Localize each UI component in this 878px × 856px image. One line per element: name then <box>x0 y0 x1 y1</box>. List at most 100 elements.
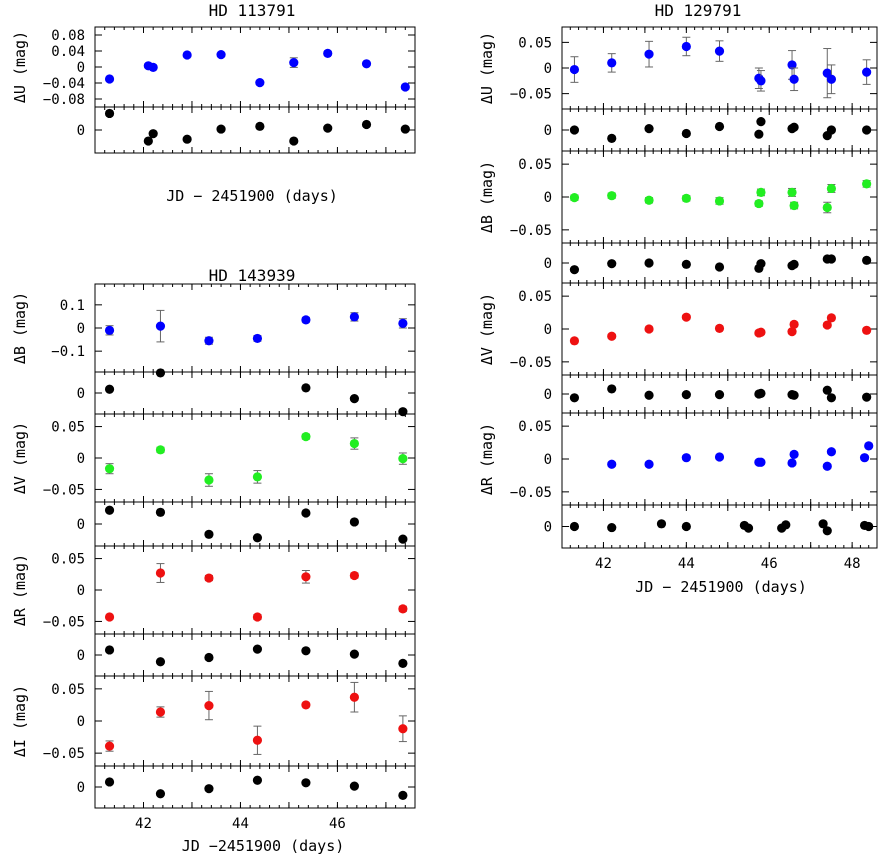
x-axis-label-hd129791: JD − 2451900 (days) <box>635 578 807 596</box>
data-point <box>714 323 725 333</box>
data-point <box>859 453 870 463</box>
data-point <box>756 327 766 337</box>
data-point <box>714 121 725 132</box>
y-axis-label: ΔU (mag) <box>478 32 496 104</box>
y-axis-label: ΔV (mag) <box>11 422 29 494</box>
y-tick-label: 0 <box>77 451 85 467</box>
data-point <box>822 526 832 536</box>
y-tick-label: 0 <box>544 322 552 338</box>
data-point <box>756 457 766 467</box>
data-point <box>349 394 359 404</box>
data-point <box>301 315 311 325</box>
data-point <box>644 124 654 134</box>
data-point <box>681 312 691 322</box>
data-point <box>644 258 654 268</box>
y-tick-label: 0 <box>544 123 552 139</box>
data-point <box>400 124 410 134</box>
x-tick-label: 44 <box>678 556 695 572</box>
data-point <box>607 259 617 269</box>
y-axis-label: ΔR (mag) <box>11 554 29 626</box>
data-point <box>756 388 766 398</box>
data-point <box>301 432 311 442</box>
data-point <box>104 777 115 787</box>
data-point <box>644 324 654 334</box>
data-point <box>252 735 263 745</box>
data-point <box>398 658 408 669</box>
data-point <box>781 520 791 530</box>
data-point <box>644 390 654 400</box>
panel-2-4: 0.05 0 −0.05 ΔR (mag) <box>11 545 416 635</box>
data-point <box>182 134 192 144</box>
y-tick-label: 0.08 <box>51 28 85 44</box>
data-point <box>155 368 166 378</box>
panel-frame <box>561 26 878 110</box>
data-point <box>864 521 874 532</box>
data-point <box>104 741 115 751</box>
y-tick-label: −0.05 <box>43 482 85 498</box>
panel-frame <box>94 371 416 415</box>
data-point <box>743 523 754 533</box>
data-point <box>826 393 837 403</box>
data-point <box>301 508 311 518</box>
data-point <box>155 445 166 455</box>
y-tick-label: 0 <box>544 256 552 272</box>
y-tick-label: 0 <box>77 714 85 730</box>
data-point <box>301 572 311 582</box>
data-point <box>789 200 799 211</box>
data-point <box>155 789 166 799</box>
panel-1-5: 0 <box>544 374 878 414</box>
data-point <box>216 50 226 60</box>
y-tick-label: 0.04 <box>51 44 85 60</box>
data-point <box>787 327 797 337</box>
panel-1-0: 0.05 0 −0.05 ΔU (mag) <box>478 26 878 110</box>
data-point <box>569 193 580 203</box>
x-tick-label: 44 <box>232 816 249 832</box>
data-point <box>104 325 115 335</box>
x-tick-label: 42 <box>595 556 612 572</box>
panel-frame <box>94 633 416 677</box>
data-point <box>398 454 408 464</box>
panel-1-4: 0.05 0 −0.05 ΔV (mag) <box>478 282 878 376</box>
data-point <box>569 336 580 346</box>
x-tick-label: 46 <box>761 556 778 572</box>
y-tick-label: 0.05 <box>51 552 85 568</box>
data-point <box>826 183 837 194</box>
y-tick-label: 0 <box>544 61 552 77</box>
data-point <box>644 195 654 205</box>
y-tick-label: 0.05 <box>518 35 552 51</box>
panel-2-2: 0.05 0 −0.05 ΔV (mag) <box>11 413 416 503</box>
panel-1-3: 0 <box>544 242 878 284</box>
data-point <box>349 692 359 702</box>
data-point <box>252 612 263 622</box>
data-point <box>148 129 158 139</box>
y-tick-label: −0.05 <box>43 746 85 762</box>
data-point <box>349 649 359 659</box>
data-point <box>204 700 214 711</box>
y-axis-label: ΔV (mag) <box>478 293 496 365</box>
panel-1-2: 0.05 0 −0.05 ΔB (mag) <box>478 150 878 244</box>
data-point <box>714 262 725 272</box>
data-point <box>756 76 766 86</box>
data-point <box>607 191 617 201</box>
y-tick-label: 0.05 <box>518 289 552 305</box>
panel-1-7: 0 <box>544 504 878 549</box>
data-point <box>289 58 299 68</box>
x-axis-label-hd143939: JD −2451900 (days) <box>182 837 345 855</box>
panel-2-3: 0 <box>77 501 416 547</box>
panel-frame <box>94 413 416 503</box>
data-point <box>398 318 408 328</box>
data-point <box>155 507 166 517</box>
y-tick-label: 0 <box>544 387 552 403</box>
data-point <box>754 198 764 209</box>
data-point <box>252 472 263 482</box>
data-point <box>148 62 158 72</box>
x-tick-label: 42 <box>135 816 152 832</box>
data-point <box>756 117 766 127</box>
y-tick-label: 0 <box>544 190 552 206</box>
y-axis-label: ΔR (mag) <box>478 423 496 495</box>
y-axis-label: ΔB (mag) <box>478 161 496 233</box>
data-point <box>789 74 799 84</box>
